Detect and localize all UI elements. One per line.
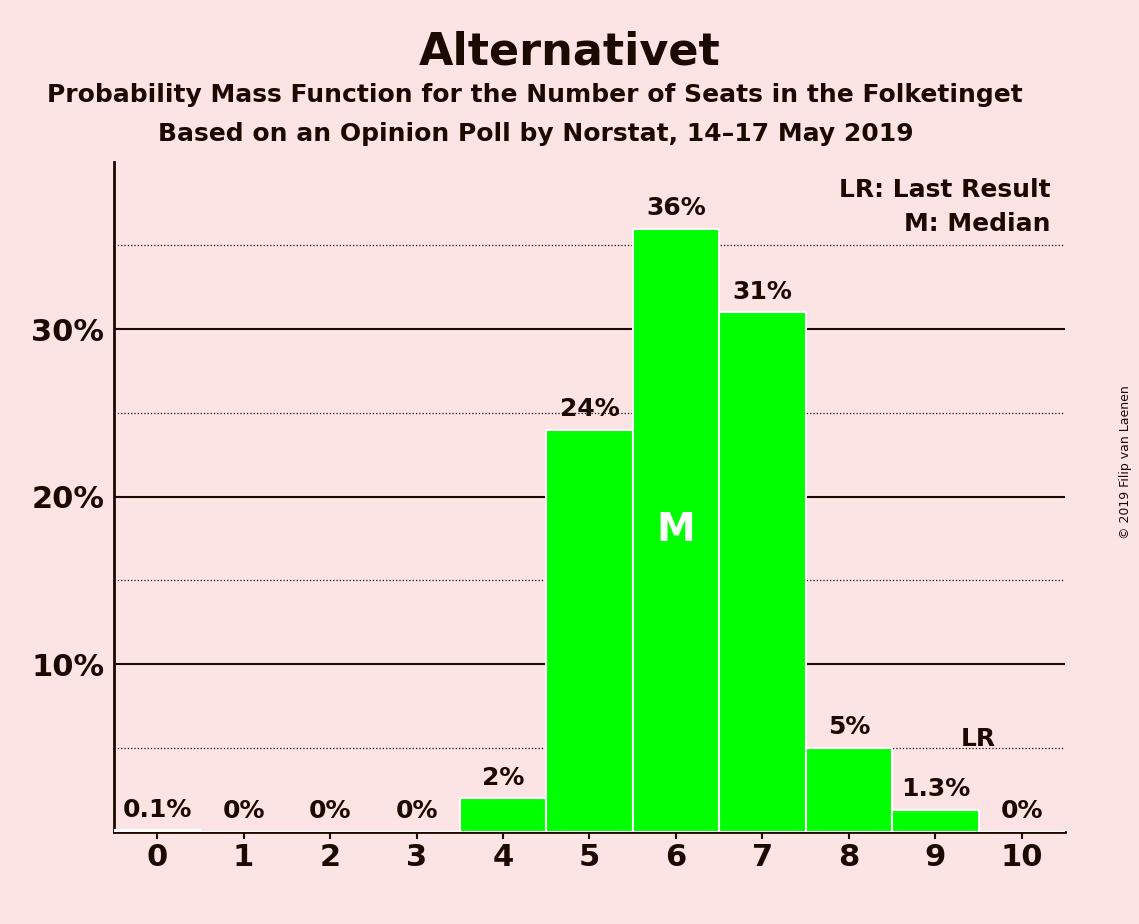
Text: 36%: 36% <box>646 196 706 220</box>
Bar <box>632 229 719 832</box>
Text: LR: LR <box>961 727 997 751</box>
Bar <box>805 748 892 832</box>
Text: Alternativet: Alternativet <box>419 30 720 74</box>
Text: © 2019 Filip van Laenen: © 2019 Filip van Laenen <box>1118 385 1132 539</box>
Text: 0%: 0% <box>309 799 351 823</box>
Text: M: M <box>656 511 695 549</box>
Text: 5%: 5% <box>828 715 870 739</box>
Bar <box>114 830 200 832</box>
Text: 0%: 0% <box>395 799 437 823</box>
Text: 2%: 2% <box>482 766 524 790</box>
Bar <box>892 809 978 832</box>
Bar <box>547 430 632 832</box>
Bar <box>460 798 547 832</box>
Text: M: Median: M: Median <box>904 212 1050 236</box>
Text: 24%: 24% <box>559 397 620 421</box>
Text: 31%: 31% <box>732 280 793 304</box>
Bar <box>719 312 805 832</box>
Text: LR: Last Result: LR: Last Result <box>839 178 1050 202</box>
Text: 0.1%: 0.1% <box>123 797 191 821</box>
Text: 1.3%: 1.3% <box>901 777 970 801</box>
Text: Probability Mass Function for the Number of Seats in the Folketinget: Probability Mass Function for the Number… <box>48 83 1023 107</box>
Text: 0%: 0% <box>222 799 265 823</box>
Text: 0%: 0% <box>1000 799 1043 823</box>
Text: Based on an Opinion Poll by Norstat, 14–17 May 2019: Based on an Opinion Poll by Norstat, 14–… <box>157 122 913 146</box>
